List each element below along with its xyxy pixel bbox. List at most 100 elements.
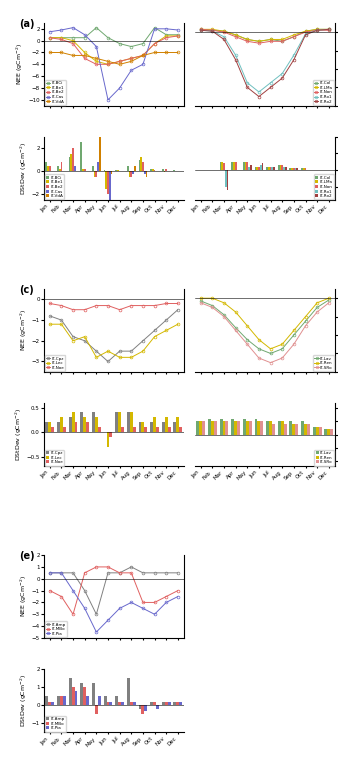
Bar bbox=[83, 687, 86, 705]
Bar bbox=[289, 169, 291, 170]
Bar bbox=[289, 421, 292, 434]
Bar bbox=[258, 167, 260, 170]
Bar bbox=[142, 162, 144, 172]
Bar bbox=[132, 172, 134, 174]
Bar bbox=[98, 427, 101, 432]
Bar bbox=[48, 422, 51, 432]
Bar bbox=[260, 165, 262, 170]
Bar bbox=[281, 165, 283, 170]
Bar bbox=[150, 169, 152, 172]
Bar bbox=[234, 421, 237, 434]
Bar bbox=[324, 430, 327, 434]
Bar bbox=[220, 419, 222, 434]
Bar bbox=[208, 419, 211, 434]
Bar bbox=[165, 169, 167, 172]
Bar bbox=[179, 701, 182, 705]
Bar bbox=[156, 427, 159, 432]
Bar bbox=[133, 427, 136, 432]
Bar bbox=[117, 170, 119, 172]
Bar bbox=[305, 169, 306, 170]
Bar bbox=[281, 421, 284, 434]
Bar bbox=[179, 427, 182, 432]
Bar bbox=[105, 172, 107, 188]
Bar bbox=[154, 170, 155, 172]
Bar bbox=[245, 162, 246, 170]
Bar bbox=[225, 170, 226, 187]
Bar bbox=[130, 172, 132, 177]
Bar bbox=[301, 421, 304, 434]
Bar bbox=[104, 696, 106, 705]
Bar bbox=[118, 701, 121, 705]
Bar bbox=[150, 422, 153, 432]
Bar bbox=[303, 169, 305, 170]
Bar bbox=[121, 427, 124, 432]
Bar bbox=[144, 172, 146, 174]
Bar bbox=[272, 424, 275, 434]
Bar bbox=[74, 166, 76, 172]
Bar bbox=[63, 696, 66, 705]
Bar bbox=[173, 170, 175, 172]
Bar bbox=[223, 163, 225, 170]
Text: (e): (e) bbox=[19, 551, 34, 561]
Bar bbox=[292, 424, 295, 434]
Bar bbox=[47, 166, 49, 172]
Bar bbox=[152, 169, 154, 172]
Bar bbox=[84, 169, 86, 172]
Legend: IT-Amp, IT-MBo, IT-Pia: IT-Amp, IT-MBo, IT-Pia bbox=[45, 716, 66, 732]
Bar bbox=[92, 413, 95, 432]
Bar bbox=[72, 413, 74, 432]
Bar bbox=[107, 172, 109, 195]
Legend: IT-BCi, IT-Be1, IT-Be2, IT-Cas, IT-VdA: IT-BCi, IT-Be1, IT-Be2, IT-Cas, IT-VdA bbox=[45, 175, 64, 199]
Bar bbox=[319, 427, 321, 434]
Bar bbox=[243, 162, 245, 170]
Bar bbox=[214, 421, 217, 434]
Bar bbox=[153, 417, 156, 432]
Bar bbox=[59, 169, 61, 172]
Bar bbox=[130, 701, 133, 705]
Bar bbox=[95, 417, 98, 432]
Bar bbox=[235, 162, 237, 170]
Bar bbox=[127, 413, 130, 432]
Bar bbox=[45, 422, 48, 432]
Bar bbox=[266, 167, 268, 170]
Bar bbox=[61, 162, 62, 172]
Bar bbox=[118, 413, 121, 432]
Bar bbox=[142, 422, 144, 432]
Bar bbox=[86, 696, 89, 705]
Bar bbox=[176, 701, 179, 705]
Bar bbox=[150, 701, 153, 705]
Text: (a): (a) bbox=[19, 19, 34, 29]
Bar bbox=[111, 172, 112, 174]
Y-axis label: DStDev ($\mathregular{gCm^{-2}}$): DStDev ($\mathregular{gCm^{-2}}$) bbox=[13, 408, 24, 461]
Legend: IT-Lav, IT-Ren, IT-SRo: IT-Lav, IT-Ren, IT-SRo bbox=[314, 450, 334, 465]
Bar bbox=[144, 705, 147, 710]
Y-axis label: DStDev ($\mathregular{gCm^{-2}}$): DStDev ($\mathregular{gCm^{-2}}$) bbox=[19, 674, 29, 727]
Bar bbox=[283, 167, 285, 170]
Bar bbox=[48, 701, 51, 705]
Bar bbox=[260, 421, 263, 434]
Bar bbox=[142, 705, 144, 714]
Bar bbox=[130, 413, 133, 432]
Bar bbox=[139, 705, 142, 709]
Bar bbox=[80, 684, 83, 705]
Legend: IT-Col, IT-LMa, IT-Non, IT-Ro1, IT-Ro2: IT-Col, IT-LMa, IT-Non, IT-Ro1, IT-Ro2 bbox=[313, 80, 334, 105]
Bar bbox=[233, 162, 235, 170]
Bar bbox=[225, 421, 228, 434]
Bar bbox=[168, 701, 171, 705]
Bar bbox=[262, 163, 263, 170]
Bar bbox=[301, 169, 303, 170]
Bar bbox=[83, 417, 86, 432]
Bar bbox=[121, 701, 124, 705]
Bar bbox=[69, 678, 72, 705]
Bar bbox=[285, 167, 287, 170]
Bar bbox=[133, 701, 136, 705]
Bar bbox=[162, 701, 165, 705]
Bar bbox=[97, 162, 99, 172]
Bar bbox=[304, 424, 307, 434]
Bar bbox=[295, 424, 298, 434]
Bar bbox=[268, 167, 270, 170]
Bar bbox=[249, 421, 252, 434]
Bar bbox=[57, 166, 59, 172]
Bar bbox=[246, 421, 249, 434]
Bar bbox=[106, 432, 110, 447]
